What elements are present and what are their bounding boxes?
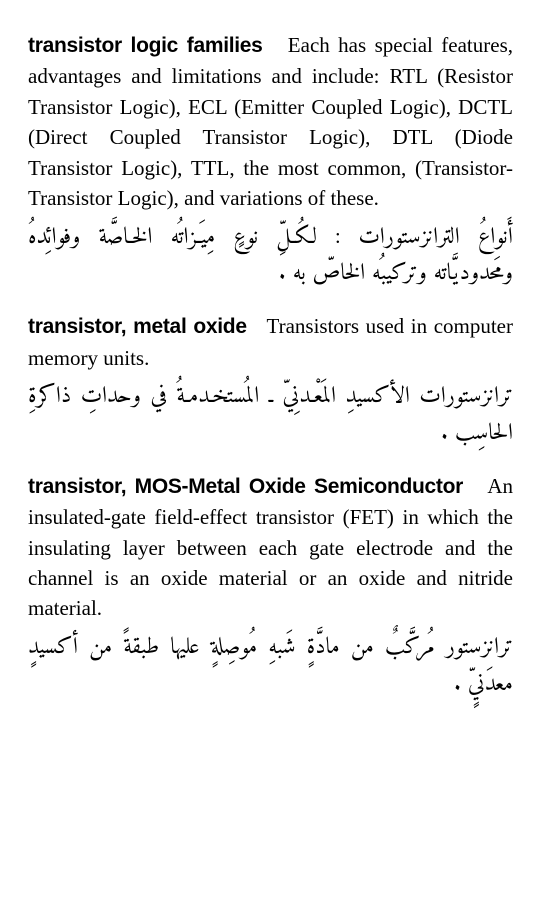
dictionary-entry: transistor logic families Each has speci…: [28, 30, 513, 293]
entry-definition-ar: ترانزستورات الأكسيدِ المَعْـدنِيّ ـ المُ…: [28, 379, 513, 453]
entry-definition-ar: أَنواعُ الترانزستورات : لكُـلِّ نوعٍ مِي…: [28, 220, 513, 294]
entry-term: transistor, metal oxide: [28, 315, 247, 338]
entry-english: transistor, metal oxide Transistors used…: [28, 311, 513, 373]
entry-english: transistor logic families Each has speci…: [28, 30, 513, 214]
entry-term: transistor, MOS-Metal Oxide Semiconducto…: [28, 475, 463, 498]
entry-definition-ar: ترانزستور مُركَّبٌ من مادَّةٍ شَبهِ مُوص…: [28, 630, 513, 704]
entry-english: transistor, MOS-Metal Oxide Semiconducto…: [28, 471, 513, 624]
entry-term: transistor logic families: [28, 34, 263, 57]
dictionary-entry: transistor, metal oxide Transistors used…: [28, 311, 513, 452]
dictionary-entry: transistor, MOS-Metal Oxide Semiconducto…: [28, 471, 513, 704]
entry-definition-en: Each has special features, advantages an…: [28, 33, 513, 210]
